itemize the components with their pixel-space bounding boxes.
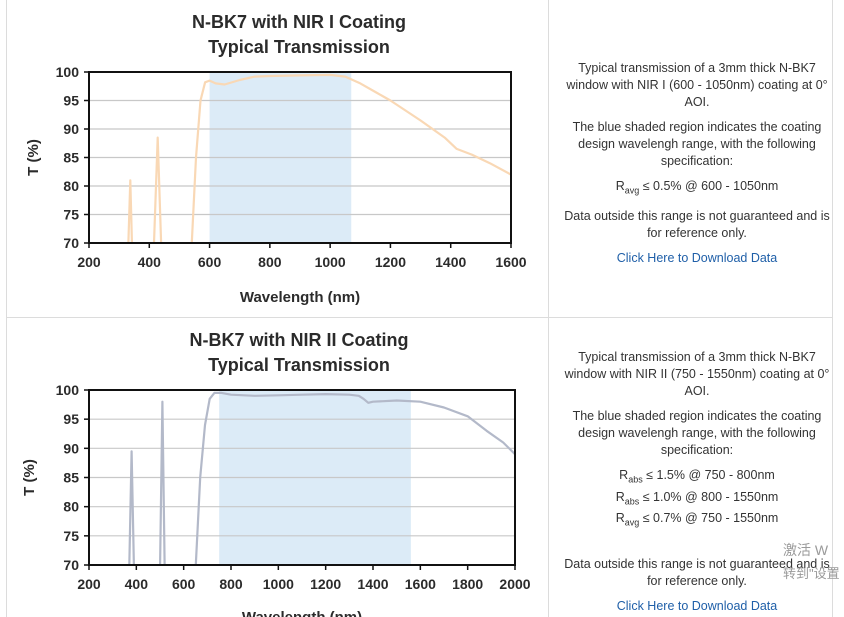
x-tick-label: 400 bbox=[125, 576, 149, 592]
x-tick-label: 400 bbox=[138, 254, 162, 270]
nir2-description: Typical transmission of a 3mm thick N-BK… bbox=[560, 349, 834, 615]
y-axis-label: T (%) bbox=[21, 459, 38, 496]
x-axis-label: Wavelength (nm) bbox=[242, 609, 362, 617]
spec-subscript: abs bbox=[628, 474, 643, 485]
spec-symbol: R bbox=[615, 511, 625, 525]
y-tick-label: 95 bbox=[63, 411, 79, 427]
y-axis-label: T (%) bbox=[25, 139, 42, 176]
nir1-transmission-chart: 200 400 600 800 1000 1200 1400 1600 70 75 80 85 90 95… bbox=[25, 12, 527, 306]
transmission-curve bbox=[128, 450, 135, 565]
x-tick-label: 1200 bbox=[310, 576, 341, 592]
y-tick-label: 75 bbox=[63, 528, 79, 544]
nir2-download-link[interactable]: Click Here to Download Data bbox=[616, 598, 778, 613]
column-divider bbox=[548, 0, 549, 617]
nir1-description: Typical transmission of a 3mm thick N-BK… bbox=[560, 60, 834, 267]
spec-value: ≤ 1.5% @ 750 - 800nm bbox=[642, 468, 775, 482]
y-tick-label: 90 bbox=[63, 440, 79, 456]
x-tick-label: 1600 bbox=[495, 254, 526, 270]
x-tick-label: 1400 bbox=[435, 254, 466, 270]
x-tick-label: 600 bbox=[172, 576, 196, 592]
y-tick-label: 100 bbox=[56, 64, 80, 80]
x-tick-label: 600 bbox=[198, 254, 222, 270]
spec-subscript: avg bbox=[624, 517, 640, 528]
x-tick-label: 1600 bbox=[405, 576, 436, 592]
nir1-shaded-note: The blue shaded region indicates the coa… bbox=[572, 120, 822, 168]
transmission-curve bbox=[152, 136, 163, 243]
y-tick-label: 70 bbox=[63, 235, 79, 251]
transmission-curve bbox=[194, 391, 515, 565]
y-tick-label: 85 bbox=[63, 470, 79, 486]
x-tick-label: 1200 bbox=[375, 254, 406, 270]
spec-value: ≤ 0.7% @ 750 - 1550nm bbox=[639, 511, 779, 525]
y-tick-label: 75 bbox=[63, 207, 79, 223]
x-tick-label: 2000 bbox=[499, 576, 530, 592]
spec-value: ≤ 1.0% @ 800 - 1550nm bbox=[639, 489, 779, 504]
nir2-spec-line: Ravg ≤ 0.7% @ 750 - 1550nm bbox=[560, 510, 834, 532]
x-tick-label: 1000 bbox=[315, 254, 346, 270]
nir2-spec-list: Rabs ≤ 1.5% @ 750 - 800nm Rabs ≤ 1.0% @ … bbox=[560, 467, 834, 532]
chart-title: N-BK7 with NIR II Coating bbox=[190, 330, 409, 350]
chart-subtitle: Typical Transmission bbox=[208, 355, 390, 375]
chart-title: N-BK7 with NIR I Coating bbox=[192, 12, 406, 32]
x-axis-label: Wavelength (nm) bbox=[240, 289, 360, 306]
y-tick-label: 80 bbox=[63, 499, 79, 515]
nir1-spec-line: Ravg ≤ 0.5% @ 600 - 1050nm bbox=[560, 178, 834, 200]
product-data-table bbox=[6, 0, 833, 617]
nir2-disclaimer: Data outside this range is not guarantee… bbox=[564, 556, 830, 588]
y-tick-label: 80 bbox=[63, 178, 79, 194]
y-tick-label: 85 bbox=[63, 150, 79, 166]
x-tick-label: 1000 bbox=[263, 576, 294, 592]
transmission-curve bbox=[190, 73, 511, 243]
nir2-transmission-chart: 200 400 600 800 1000 1200 1400 1600 1800 2000 70 75… bbox=[21, 330, 531, 617]
transmission-curve bbox=[158, 400, 166, 565]
nir1-download-link[interactable]: Click Here to Download Data bbox=[616, 250, 778, 265]
y-tick-label: 90 bbox=[63, 121, 79, 137]
x-tick-label: 200 bbox=[77, 254, 101, 270]
nir2-spec-line: Rabs ≤ 1.0% @ 800 - 1550nm bbox=[560, 489, 834, 511]
nir1-summary: Typical transmission of a 3mm thick N-BK… bbox=[566, 61, 828, 109]
x-tick-label: 200 bbox=[77, 576, 101, 592]
nir2-summary: Typical transmission of a 3mm thick N-BK… bbox=[564, 350, 830, 398]
spec-subscript: avg bbox=[624, 185, 640, 196]
spec-value: ≤ 0.5% @ 600 - 1050nm bbox=[639, 179, 779, 193]
chart-subtitle: Typical Transmission bbox=[208, 37, 390, 57]
x-tick-label: 1400 bbox=[357, 576, 388, 592]
y-tick-label: 100 bbox=[56, 382, 80, 398]
nir2-spec-line: Rabs ≤ 1.5% @ 750 - 800nm bbox=[560, 467, 834, 489]
spec-subscript: abs bbox=[624, 496, 640, 506]
transmission-curve bbox=[127, 179, 134, 243]
activation-watermark-line1: 激活 W bbox=[783, 542, 829, 558]
spec-symbol: R bbox=[615, 179, 625, 193]
nir2-shaded-note: The blue shaded region indicates the coa… bbox=[572, 409, 822, 457]
nir1-disclaimer: Data outside this range is not guarantee… bbox=[564, 208, 830, 240]
spec-symbol: R bbox=[615, 489, 625, 504]
activation-watermark-line2: 转到"设置 bbox=[783, 566, 840, 581]
nir1-spec-list: Ravg ≤ 0.5% @ 600 - 1050nm bbox=[560, 178, 834, 200]
y-tick-label: 70 bbox=[63, 557, 79, 573]
spec-symbol: R bbox=[619, 468, 629, 482]
x-tick-label: 800 bbox=[258, 254, 282, 270]
x-tick-label: 1800 bbox=[452, 576, 483, 592]
row-divider bbox=[6, 317, 833, 318]
y-tick-label: 95 bbox=[63, 93, 79, 109]
x-tick-label: 800 bbox=[219, 576, 243, 592]
